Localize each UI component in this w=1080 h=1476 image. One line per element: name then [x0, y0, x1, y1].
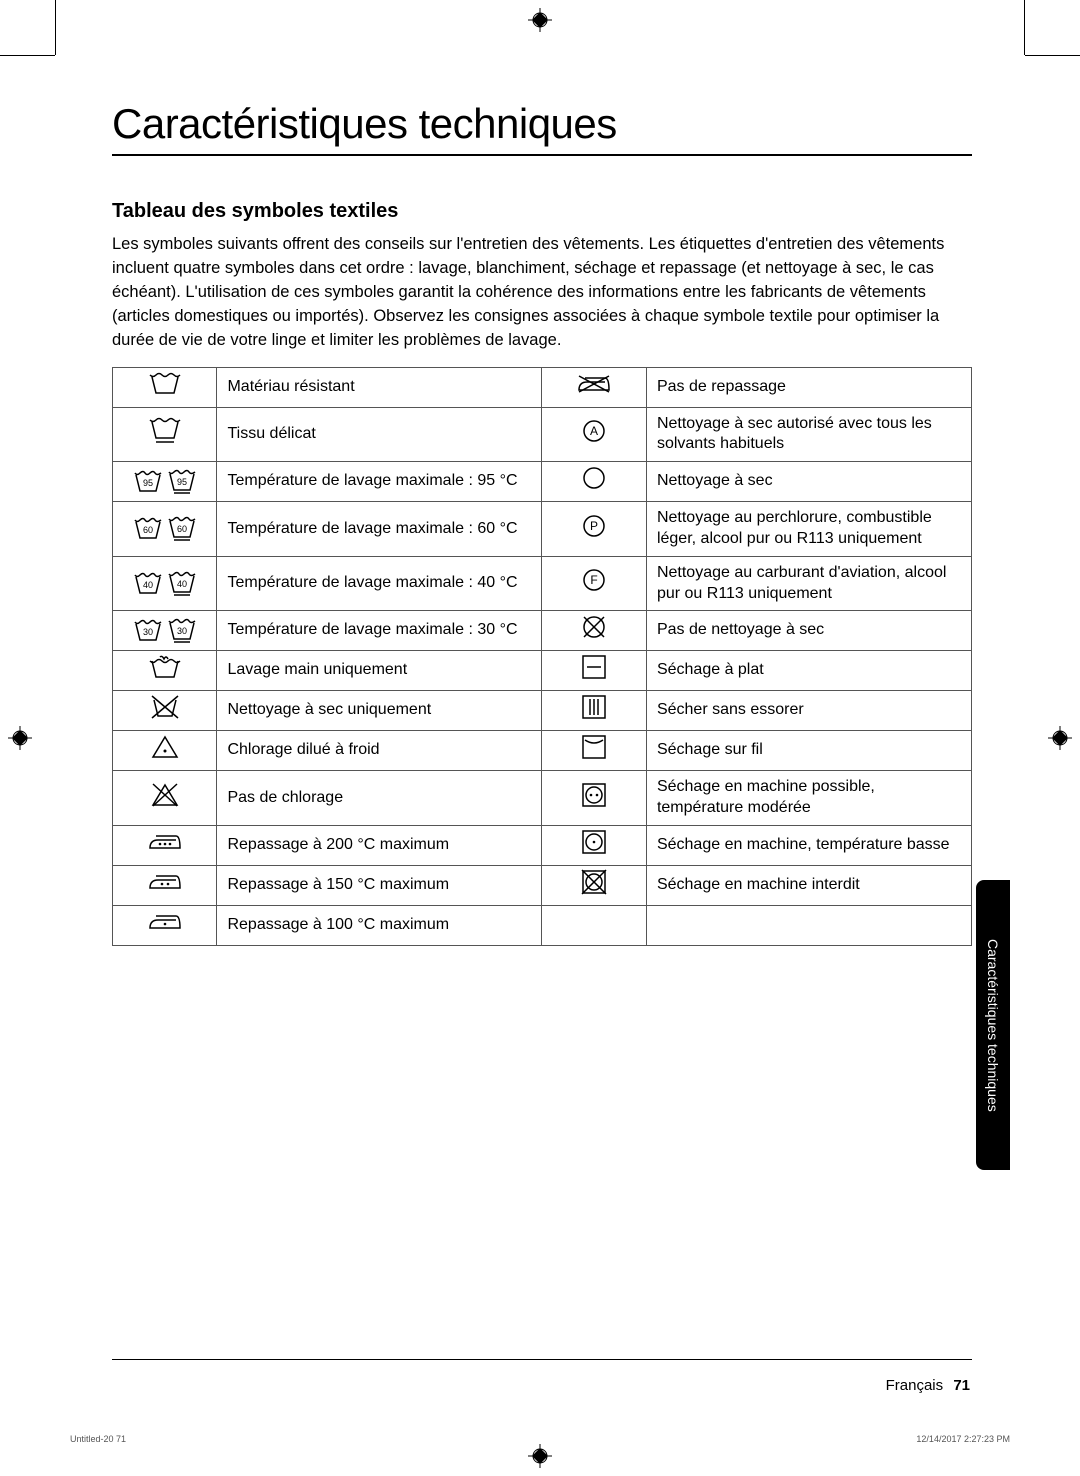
no-bleach-icon: [113, 771, 217, 826]
symbol-desc-right: Séchage en machine, température basse: [646, 825, 971, 865]
symbol-desc-left: Repassage à 100 °C maximum: [217, 905, 542, 945]
iron-200-icon: [113, 825, 217, 865]
page-title: Caractéristiques techniques: [112, 100, 972, 148]
crop-mark: [0, 55, 55, 56]
symbol-desc-right: Pas de nettoyage à sec: [646, 611, 971, 651]
dry-flat-icon: [542, 651, 646, 691]
wash-delicate-icon: [113, 407, 217, 462]
circle-p-icon: P: [542, 502, 646, 557]
symbol-desc-right: Nettoyage au perchlorure, combustible lé…: [646, 502, 971, 557]
symbol-desc-left: Pas de chlorage: [217, 771, 542, 826]
symbols-table: Matériau résistantPas de repassageTissu …: [112, 367, 972, 946]
no-iron-icon: [542, 367, 646, 407]
symbol-desc-right: Nettoyage à sec: [646, 462, 971, 502]
footer-page-number: 71: [953, 1377, 970, 1394]
table-row: Chlorage dilué à froid Séchage sur fil: [113, 731, 972, 771]
wash-normal-icon: [113, 367, 217, 407]
svg-text:40: 40: [177, 579, 187, 589]
svg-text:A: A: [590, 424, 598, 438]
table-row: Repassage à 200 °C maximum Séchage en mac…: [113, 825, 972, 865]
symbol-desc-right: Séchage à plat: [646, 651, 971, 691]
circle-a-icon: A: [542, 407, 646, 462]
footer-language: Français: [886, 1377, 944, 1394]
symbol-desc-right: Séchage sur fil: [646, 731, 971, 771]
table-row: Pas de chlorage Séchage en machine possib…: [113, 771, 972, 826]
footer-text: Français 71: [886, 1377, 970, 1394]
symbol-desc-right: Sécher sans essorer: [646, 691, 971, 731]
table-row: Repassage à 100 °C maximum: [113, 905, 972, 945]
empty-icon: [542, 905, 646, 945]
symbol-desc-left: Température de lavage maximale : 40 °C: [217, 556, 542, 611]
table-row: 95 95 Température de lavage maximale : 95 …: [113, 462, 972, 502]
symbol-desc-left: Lavage main uniquement: [217, 651, 542, 691]
registration-mark-icon: [528, 8, 552, 32]
no-tumble-icon: [542, 865, 646, 905]
print-meta-left: Untitled-20 71: [70, 1434, 126, 1444]
symbol-desc-right: Séchage en machine interdit: [646, 865, 971, 905]
symbol-desc-right: Pas de repassage: [646, 367, 971, 407]
symbol-desc-left: Température de lavage maximale : 30 °C: [217, 611, 542, 651]
bleach-ok-icon: [113, 731, 217, 771]
title-divider: [112, 154, 972, 156]
symbol-desc-left: Tissu délicat: [217, 407, 542, 462]
footer-divider: [112, 1359, 972, 1360]
svg-text:F: F: [591, 573, 598, 587]
circle-icon: [542, 462, 646, 502]
wash-95-icon: 95 95: [113, 462, 217, 502]
svg-text:95: 95: [143, 478, 153, 488]
print-meta-right: 12/14/2017 2:27:23 PM: [916, 1434, 1010, 1444]
svg-text:P: P: [590, 519, 598, 533]
table-row: Matériau résistant Pas de repassage: [113, 367, 972, 407]
dryclean-only-icon: [113, 691, 217, 731]
section-tab-label: Caractéristiques techniques: [985, 939, 1001, 1112]
registration-mark-icon: [8, 726, 32, 750]
svg-text:40: 40: [143, 580, 153, 590]
circle-f-icon: F: [542, 556, 646, 611]
symbol-desc-right: Séchage en machine possible, température…: [646, 771, 971, 826]
symbol-desc-left: Matériau résistant: [217, 367, 542, 407]
drip-dry-icon: [542, 691, 646, 731]
svg-text:30: 30: [143, 627, 153, 637]
tumble-low-icon: [542, 825, 646, 865]
symbol-desc-left: Repassage à 150 °C maximum: [217, 865, 542, 905]
wash-40-icon: 40 40: [113, 556, 217, 611]
handwash-icon: [113, 651, 217, 691]
page-content: Caractéristiques techniques Tableau des …: [112, 100, 972, 946]
registration-mark-icon: [1048, 726, 1072, 750]
section-subtitle: Tableau des symboles textiles: [112, 200, 972, 223]
crop-mark: [1024, 0, 1025, 55]
svg-text:60: 60: [143, 525, 153, 535]
iron-150-icon: [113, 865, 217, 905]
tumble-medium-icon: [542, 771, 646, 826]
line-dry-icon: [542, 731, 646, 771]
svg-text:60: 60: [177, 524, 187, 534]
symbol-desc-right: Nettoyage au carburant d'aviation, alcoo…: [646, 556, 971, 611]
symbol-desc-left: Température de lavage maximale : 95 °C: [217, 462, 542, 502]
table-row: Repassage à 150 °C maximum Séchage en mac…: [113, 865, 972, 905]
crop-mark: [55, 0, 56, 55]
table-row: Tissu délicat A Nettoyage à sec autorisé a…: [113, 407, 972, 462]
svg-text:30: 30: [177, 626, 187, 636]
svg-text:95: 95: [177, 477, 187, 487]
table-row: 30 30 Température de lavage maximale : 30 …: [113, 611, 972, 651]
intro-paragraph: Les symboles suivants offrent des consei…: [112, 233, 972, 353]
symbol-desc-right: [646, 905, 971, 945]
section-tab: Caractéristiques techniques: [976, 880, 1010, 1170]
symbol-desc-right: Nettoyage à sec autorisé avec tous les s…: [646, 407, 971, 462]
registration-mark-icon: [528, 1444, 552, 1468]
symbol-desc-left: Repassage à 200 °C maximum: [217, 825, 542, 865]
no-dryclean-icon: [542, 611, 646, 651]
table-row: Lavage main uniquement Séchage à plat: [113, 651, 972, 691]
wash-60-icon: 60 60: [113, 502, 217, 557]
iron-100-icon: [113, 905, 217, 945]
symbol-desc-left: Chlorage dilué à froid: [217, 731, 542, 771]
table-row: 40 40 Température de lavage maximale : 40 …: [113, 556, 972, 611]
table-row: 60 60 Température de lavage maximale : 60 …: [113, 502, 972, 557]
table-row: Nettoyage à sec uniquement Sécher sans es…: [113, 691, 972, 731]
symbol-desc-left: Température de lavage maximale : 60 °C: [217, 502, 542, 557]
wash-30-icon: 30 30: [113, 611, 217, 651]
crop-mark: [1025, 55, 1080, 56]
symbol-desc-left: Nettoyage à sec uniquement: [217, 691, 542, 731]
